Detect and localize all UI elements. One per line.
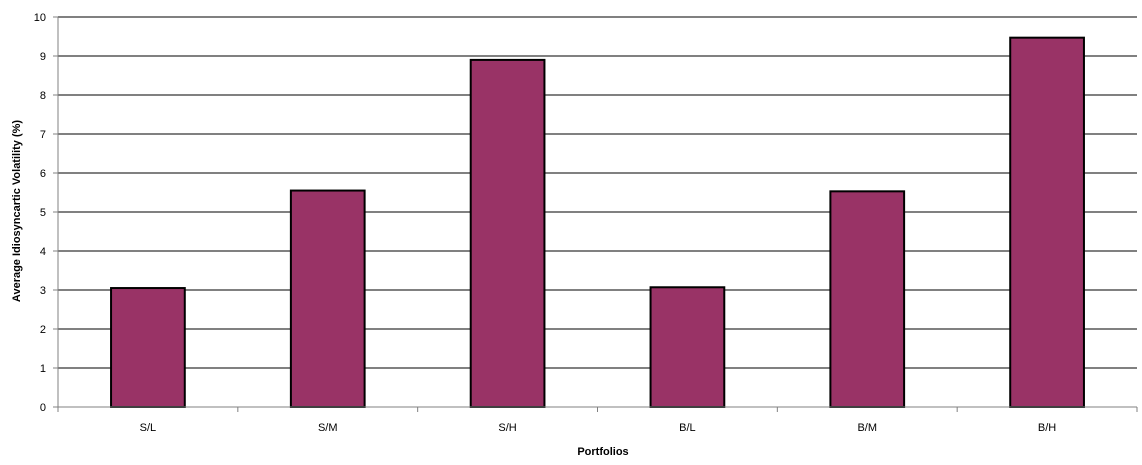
bar-b-m <box>829 190 906 408</box>
x-tick-label: S/M <box>318 422 338 434</box>
bar-s-h <box>469 58 546 409</box>
bar-b-l <box>649 286 726 408</box>
x-tick-label: B/M <box>857 422 877 434</box>
y-tick-label: 10 <box>34 12 46 24</box>
y-tick-label: 9 <box>40 51 46 63</box>
gridlines <box>58 16 1137 369</box>
x-axis-title: Portfolios <box>577 446 628 458</box>
y-tick-labels: 0 1 2 3 4 5 6 7 8 9 10 <box>34 12 46 414</box>
y-tick-label: 8 <box>40 90 46 102</box>
bar-b-h <box>1009 36 1085 408</box>
bar-s-l <box>110 287 186 408</box>
y-tick-label: 7 <box>40 129 46 141</box>
bars <box>110 36 1085 409</box>
bar-s-m <box>289 189 366 408</box>
x-tick-label: S/L <box>140 422 157 434</box>
x-tick-label: B/L <box>679 422 696 434</box>
x-tick-label: B/H <box>1038 422 1056 434</box>
y-tick-label: 6 <box>40 168 46 180</box>
y-tick-label: 5 <box>40 207 46 219</box>
x-tick-label: S/H <box>498 422 516 434</box>
axes <box>53 16 1138 412</box>
y-tick-label: 1 <box>40 363 46 375</box>
y-tick-label: 3 <box>40 285 46 297</box>
x-tick-labels: S/L S/M S/H B/L B/M B/H <box>140 422 1057 434</box>
y-axis-title: Average Idiosyncartic Volatility (%) <box>11 120 23 303</box>
y-tick-label: 0 <box>40 402 46 414</box>
y-tick-label: 4 <box>40 246 46 258</box>
y-tick-label: 2 <box>40 324 46 336</box>
